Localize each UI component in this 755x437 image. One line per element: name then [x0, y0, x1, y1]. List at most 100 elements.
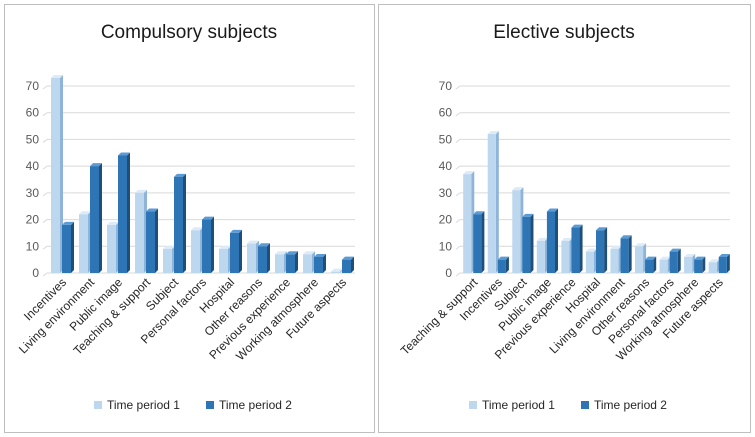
bar-front [90, 166, 99, 273]
bar-front [659, 259, 668, 273]
bar-side [481, 211, 485, 273]
panel-border [4, 4, 375, 433]
legend-swatch-time-period-1 [94, 401, 102, 409]
bar-top [571, 224, 583, 228]
bar-front [634, 246, 644, 273]
bar-top [561, 237, 573, 241]
y-tick-label: 60 [26, 106, 40, 120]
bar-side [71, 221, 74, 273]
bar-top [708, 259, 720, 263]
bar-top [118, 152, 130, 156]
y-tick-label: 60 [439, 106, 453, 120]
bar-time-period-1-subject [163, 245, 175, 273]
bar-top [258, 243, 270, 247]
bar-top [473, 211, 485, 215]
bar-front [522, 216, 531, 273]
bar-side [579, 224, 583, 273]
y-tick-label: 40 [439, 159, 453, 173]
bar-time-period-2-working-atmosphere [694, 256, 706, 273]
y-tick-label: 70 [26, 79, 40, 93]
legend-label: Time period 1 [107, 398, 180, 412]
bar-time-period-2-other-reasons [645, 256, 657, 273]
bar-top [163, 245, 175, 249]
bar-side [239, 229, 242, 273]
y-tick-label: 50 [439, 132, 453, 146]
gridline-depth [455, 165, 461, 170]
y-tick-label: 40 [26, 159, 40, 173]
gridline-depth [42, 272, 48, 277]
bar-time-period-2-teaching-and-support [146, 208, 158, 273]
bar-front [487, 134, 496, 273]
bar-time-period-2-previous-experience [571, 224, 583, 273]
bar-time-period-1-future-aspects [708, 259, 720, 273]
bar-front [174, 176, 183, 273]
bar-front [620, 238, 629, 273]
bar-top [314, 253, 326, 257]
bar-time-period-1-subject [512, 187, 524, 273]
bar-top [51, 74, 63, 78]
legend-label: Time period 1 [482, 398, 555, 412]
bar-front [258, 246, 267, 273]
legend-swatch-time-period-2 [581, 401, 589, 409]
bar-top [62, 221, 74, 225]
y-tick-label: 10 [26, 239, 40, 253]
bar-top [90, 163, 102, 167]
bar-front [79, 214, 88, 273]
legend-swatch-time-period-1 [469, 401, 477, 409]
bar-front [275, 254, 284, 273]
bar-top [684, 253, 696, 257]
bar-time-period-2-incentives [497, 256, 509, 273]
bar-time-period-2-previous-experience [286, 251, 298, 273]
bar-front [684, 256, 693, 273]
gridline-depth [42, 85, 48, 90]
bar-side [505, 256, 509, 273]
bar-time-period-1-hospital [219, 245, 231, 273]
bar-front [718, 256, 727, 273]
bar-time-period-2-future-aspects [718, 253, 730, 273]
bar-time-period-2-working-atmosphere [314, 253, 326, 273]
elective-subjects-chart: Elective subjects010203040506070Teaching… [378, 4, 751, 433]
bar-top [596, 227, 608, 231]
bar-time-period-2-personal-factors [202, 216, 214, 273]
bar-side [155, 208, 158, 273]
bar-front [546, 211, 556, 273]
bar-front [51, 77, 60, 273]
bar-time-period-1-living-environment [79, 211, 91, 273]
bar-time-period-1-teaching-and-support [463, 171, 475, 273]
bar-side [211, 216, 214, 273]
y-tick-label: 70 [439, 79, 453, 93]
y-tick-label: 30 [439, 186, 453, 200]
bar-top [303, 251, 315, 255]
bar-time-period-2-public-image [118, 152, 130, 273]
bar-time-period-2-hospital [230, 229, 242, 273]
y-tick-label: 10 [439, 239, 453, 253]
gridline-depth [455, 245, 461, 250]
bar-top [585, 248, 597, 252]
bar-time-period-2-living-environment [90, 163, 102, 273]
bar-time-period-1-previous-experience [275, 251, 287, 273]
bar-time-period-2-personal-factors [669, 248, 681, 273]
bar-front [596, 230, 605, 273]
bar-top [342, 256, 354, 260]
bar-side [183, 173, 186, 273]
bar-front [146, 211, 155, 273]
y-tick-label: 20 [439, 213, 453, 227]
bar-time-period-2-future-aspects [342, 256, 354, 273]
bar-top [79, 211, 91, 215]
bar-front [463, 174, 472, 273]
bar-front [536, 240, 545, 273]
gridline-depth [42, 112, 48, 117]
bar-top [487, 131, 499, 135]
gridline-depth [455, 219, 461, 223]
gridline-depth [42, 245, 48, 250]
bar-front [585, 251, 594, 273]
panel-border [378, 4, 751, 433]
bar-front [219, 248, 228, 273]
bar-front [512, 190, 521, 273]
y-tick-label: 30 [26, 186, 40, 200]
bar-front [331, 271, 340, 273]
bar-time-period-1-personal-factors [191, 227, 203, 273]
bar-time-period-1-previous-experience [561, 237, 573, 273]
